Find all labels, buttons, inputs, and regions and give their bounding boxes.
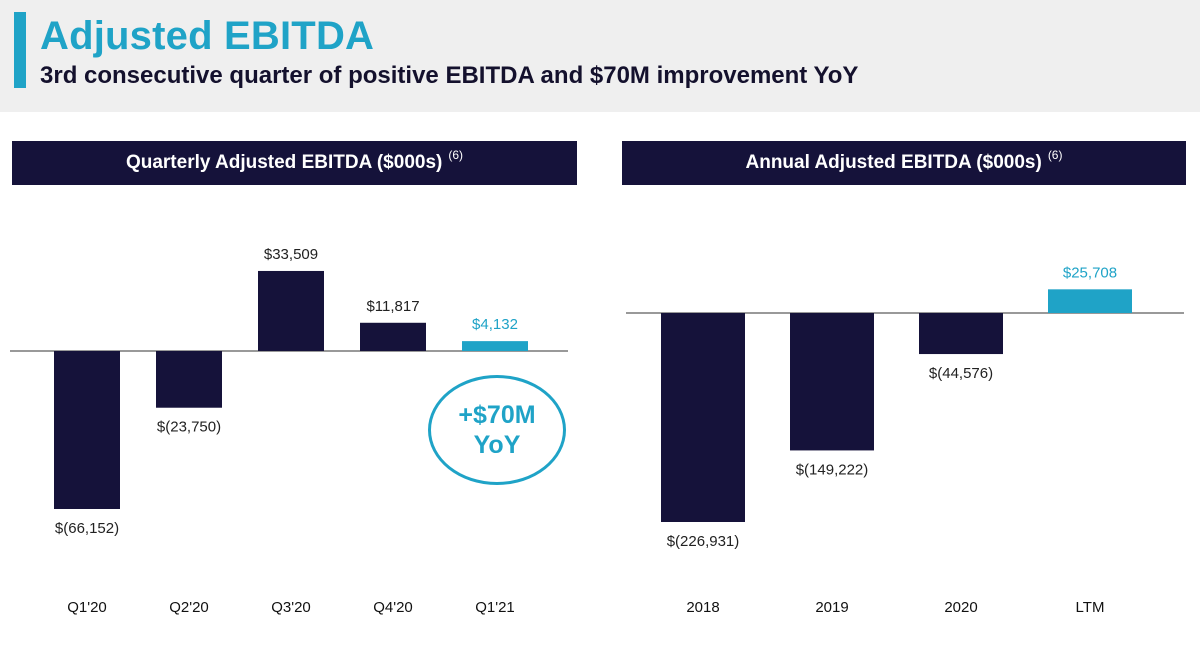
annual-bar-1 bbox=[790, 313, 874, 451]
annual-bar-0 bbox=[661, 313, 745, 522]
quarterly-value-label-2: $33,509 bbox=[264, 246, 318, 263]
yoy-callout-amount: +$70M bbox=[458, 401, 536, 429]
quarterly-category-label-4: Q1'21 bbox=[475, 599, 515, 616]
quarterly-category-label-3: Q4'20 bbox=[373, 599, 413, 616]
quarterly-category-label-2: Q3'20 bbox=[271, 599, 311, 616]
annual-value-label-2: $(44,576) bbox=[929, 365, 993, 382]
annual-footnote: (6) bbox=[1047, 148, 1063, 162]
annual-category-label-3: LTM bbox=[1076, 599, 1105, 616]
quarterly-value-label-3: $11,817 bbox=[366, 298, 419, 315]
quarterly-bar-2 bbox=[258, 270, 324, 351]
quarterly-chart-title: Quarterly Adjusted EBITDA ($000s) (6) bbox=[12, 141, 577, 185]
quarterly-category-label-0: Q1'20 bbox=[67, 599, 107, 616]
annual-category-label-2: 2020 bbox=[944, 599, 977, 616]
accent-bar bbox=[14, 12, 26, 88]
annual-value-label-0: $(226,931) bbox=[667, 533, 740, 550]
yoy-callout-badge: +$70M YoY bbox=[428, 375, 566, 485]
page-title: Adjusted EBITDA bbox=[40, 14, 375, 58]
annual-bar-3 bbox=[1048, 289, 1132, 313]
quarterly-bar-0 bbox=[54, 351, 120, 509]
annual-category-label-1: 2019 bbox=[815, 599, 848, 616]
annual-ebitda-chart: $(226,931) 2018 $(149,222) 2019 $(44,576) 202… bbox=[626, 264, 1184, 616]
quarterly-footnote: (6) bbox=[448, 148, 464, 162]
page-subtitle: 3rd consecutive quarter of positive EBIT… bbox=[40, 62, 859, 89]
annual-value-label-1: $(149,222) bbox=[796, 461, 869, 478]
quarterly-value-label-1: $(23,750) bbox=[157, 419, 221, 436]
quarterly-chart-title-text: Quarterly Adjusted EBITDA ($000s) bbox=[125, 152, 443, 173]
annual-chart-title-text: Annual Adjusted EBITDA ($000s) bbox=[745, 152, 1042, 173]
quarterly-ebitda-chart: $(66,152) Q1'20 $(23,750) Q2'20 $33,509 Q3'20… bbox=[10, 246, 568, 616]
annual-value-label-3: $25,708 bbox=[1063, 264, 1117, 281]
quarterly-bar-4 bbox=[462, 341, 528, 351]
quarterly-category-label-1: Q2'20 bbox=[169, 599, 209, 616]
quarterly-value-label-0: $(66,152) bbox=[55, 520, 119, 537]
yoy-callout-label: YoY bbox=[473, 431, 521, 459]
annual-category-label-0: 2018 bbox=[686, 599, 719, 616]
annual-bar-2 bbox=[919, 313, 1003, 355]
quarterly-bar-3 bbox=[360, 322, 426, 351]
quarterly-bar-1 bbox=[156, 351, 222, 408]
annual-chart-title: Annual Adjusted EBITDA ($000s) (6) bbox=[622, 141, 1186, 185]
header: Adjusted EBITDA 3rd consecutive quarter … bbox=[0, 0, 1200, 112]
quarterly-value-label-4: $4,132 bbox=[472, 316, 518, 333]
